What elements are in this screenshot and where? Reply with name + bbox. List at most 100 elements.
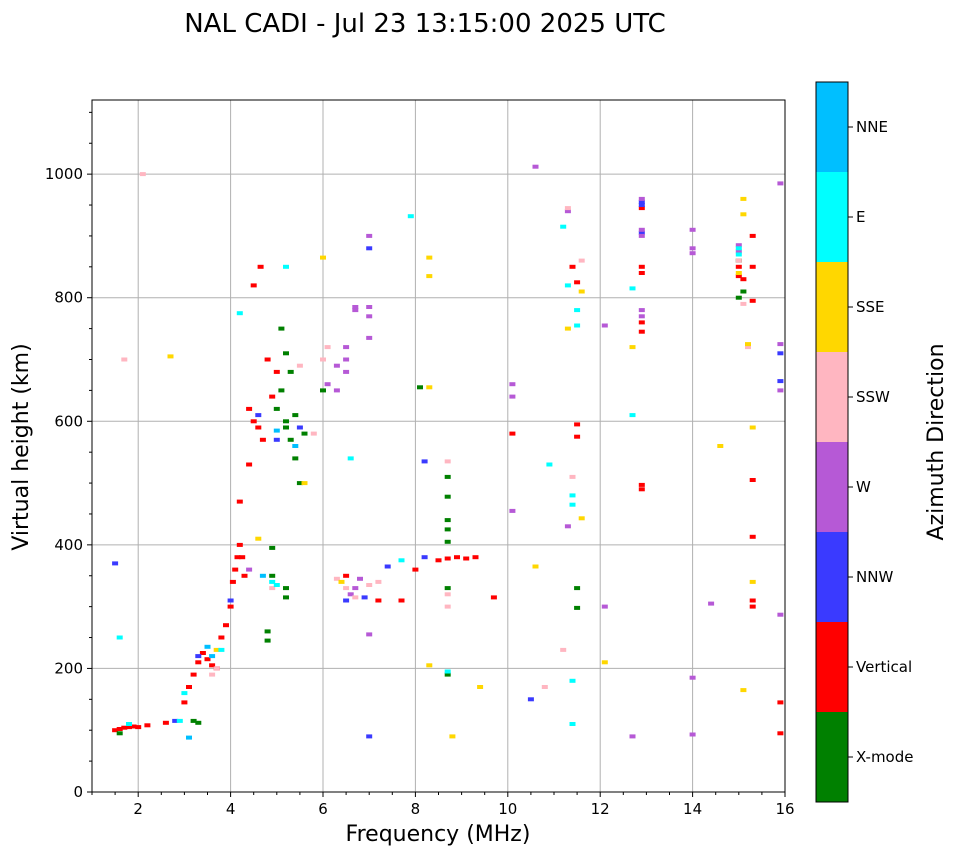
data-point-vertical: [749, 478, 756, 482]
data-point-x-mode: [283, 425, 289, 430]
data-point-w: [366, 305, 373, 309]
colorbar-frame: [815, 81, 849, 803]
data-point-ssw: [560, 647, 567, 652]
data-point-vertical: [735, 264, 742, 269]
data-point-ssw: [578, 258, 585, 263]
data-point-w: [352, 308, 359, 313]
data-point-vertical: [638, 482, 645, 487]
data-point-e: [735, 252, 742, 257]
data-point-x-mode: [301, 431, 308, 436]
y-tick-label: 800: [54, 289, 83, 307]
colorbar-segment: [816, 442, 848, 532]
data-point-sse: [477, 685, 484, 689]
data-point-w: [343, 369, 350, 374]
data-point-sse: [717, 444, 724, 448]
grid: [92, 100, 786, 793]
x-tick-label: 16: [775, 800, 794, 818]
x-axis-label: Frequency (MHz): [346, 822, 531, 847]
data-point-x-mode: [190, 718, 197, 723]
data-point-nnw: [421, 459, 428, 464]
data-point-ssw: [310, 431, 317, 436]
data-point-w: [629, 734, 636, 739]
data-point-vertical: [259, 437, 266, 442]
data-point-x-mode: [283, 419, 289, 424]
data-point-e: [629, 413, 636, 418]
data-point-sse: [213, 647, 220, 652]
data-point-w: [357, 576, 363, 581]
data-point-nne: [273, 428, 280, 433]
data-point-vertical: [195, 660, 202, 665]
data-point-vertical: [740, 277, 747, 282]
data-point-vertical: [181, 700, 188, 705]
data-point-nnw: [343, 598, 350, 603]
data-point-e: [444, 669, 451, 674]
data-point-ssw: [213, 666, 220, 671]
data-point-x-mode: [287, 369, 294, 374]
data-point-e: [398, 558, 405, 563]
colorbar-segment: [816, 712, 848, 802]
data-point-vertical: [250, 419, 257, 424]
data-point-sse: [301, 481, 308, 486]
data-point-vertical: [509, 431, 516, 436]
data-point-vertical: [472, 555, 479, 560]
data-point-w: [638, 227, 645, 232]
data-point-vertical: [269, 394, 276, 399]
data-point-ssw: [366, 583, 373, 587]
data-point-vertical: [638, 329, 645, 334]
data-point-x-mode: [195, 720, 202, 725]
y-tick-label: 0: [73, 783, 83, 801]
data-point-w: [735, 249, 742, 254]
colorbar-segment: [816, 352, 848, 442]
data-point-e: [569, 722, 576, 726]
data-point-e: [560, 224, 567, 229]
colorbar-tick-label: SSW: [856, 388, 890, 406]
data-point-x-mode: [417, 385, 423, 390]
data-point-e: [283, 264, 289, 269]
data-point-nnw: [366, 734, 373, 739]
data-point-nnw: [638, 230, 645, 235]
colorbar-tick-label: W: [856, 478, 871, 496]
data-point-nne: [259, 573, 266, 578]
y-tick-label: 600: [54, 412, 83, 430]
data-point-vertical: [218, 635, 225, 640]
data-point-ssw: [320, 357, 326, 362]
data-point-vertical: [749, 604, 756, 609]
data-point-x-mode: [287, 437, 294, 442]
data-point-vertical: [186, 685, 192, 689]
data-point-vertical: [232, 567, 239, 572]
data-point-w: [689, 227, 696, 232]
data-point-x-mode: [269, 573, 276, 578]
data-point-x-mode: [292, 456, 299, 461]
y-tick-label: 200: [54, 659, 83, 677]
data-point-vertical: [412, 567, 419, 572]
data-point-nnw: [777, 379, 784, 384]
data-point-ssw: [343, 586, 350, 591]
data-point-ssw: [324, 345, 331, 350]
data-point-nnw: [421, 555, 428, 560]
data-point-vertical: [574, 434, 581, 439]
data-point-sse: [426, 274, 433, 279]
colorbar-segment: [816, 82, 848, 172]
y-tick-label: 400: [54, 536, 83, 554]
data-point-w: [343, 357, 350, 362]
data-point-sse: [338, 579, 345, 584]
data-point-vertical: [463, 556, 470, 561]
data-point-e: [236, 311, 243, 316]
data-point-w: [246, 567, 253, 572]
data-point-sse: [255, 536, 262, 541]
data-point-w: [509, 508, 516, 513]
x-tick-label: 12: [591, 800, 610, 818]
data-point-e: [569, 502, 576, 507]
data-point-w: [689, 732, 696, 737]
colorbar-label: Azimuth Direction: [924, 343, 949, 540]
data-point-nne: [186, 735, 192, 740]
x-tick-label: 10: [498, 800, 517, 818]
data-point-w: [347, 592, 354, 597]
data-point-nnw: [296, 425, 303, 430]
data-point-ssw: [352, 595, 359, 600]
data-point-vertical: [199, 651, 206, 655]
colorbar-tick-label: Vertical: [856, 658, 912, 676]
x-tick-label: 2: [133, 800, 143, 818]
data-point-vertical: [162, 720, 169, 725]
